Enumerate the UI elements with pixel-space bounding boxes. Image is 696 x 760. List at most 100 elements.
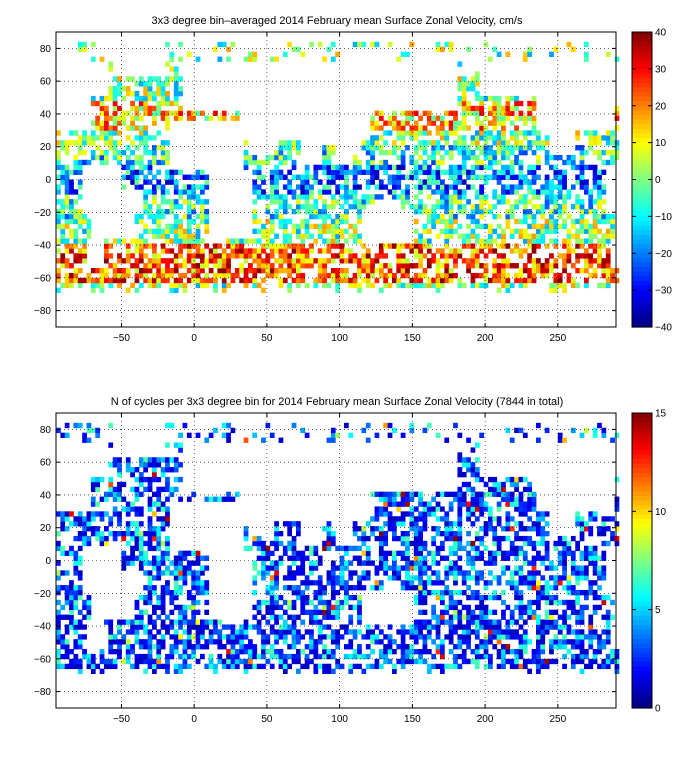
heatmap-cell: [562, 218, 567, 225]
heatmap-cell: [313, 560, 319, 566]
heatmap-cell: [56, 199, 61, 205]
heatmap-cell: [422, 540, 428, 547]
heatmap-cell: [461, 204, 467, 210]
heatmap-cell: [99, 649, 105, 655]
heatmap-cell: [186, 253, 192, 259]
heatmap-cell: [191, 594, 197, 601]
heatmap-cell: [597, 135, 602, 141]
heatmap-cell: [322, 248, 327, 254]
heatmap-cell: [392, 501, 397, 507]
heatmap-cell: [562, 585, 567, 591]
heatmap-cell: [296, 184, 301, 190]
heatmap-cell: [474, 501, 480, 507]
heatmap-cell: [470, 521, 476, 527]
heatmap-cell: [610, 218, 615, 225]
heatmap-cell: [348, 253, 354, 259]
heatmap-cell: [200, 189, 205, 195]
heatmap-cell: [156, 486, 162, 493]
heatmap-cell: [95, 663, 101, 670]
heatmap-cell: [169, 624, 175, 630]
heatmap-cell: [335, 658, 341, 665]
heatmap-cell: [352, 629, 358, 635]
heatmap-cell: [147, 150, 153, 156]
heatmap-cell: [488, 663, 493, 670]
heatmap-cell: [156, 258, 162, 264]
heatmap-cell: [522, 145, 528, 151]
heatmap-cell: [514, 243, 519, 249]
heatmap-cell: [182, 238, 188, 244]
heatmap-cell: [426, 263, 432, 269]
heatmap-cell: [121, 619, 127, 625]
heatmap-cell: [413, 238, 419, 244]
heatmap-cell: [230, 634, 236, 640]
heatmap-cell: [99, 159, 105, 166]
heatmap-cell: [138, 550, 144, 556]
heatmap-cell: [261, 268, 266, 274]
heatmap-cell: [448, 223, 454, 230]
heatmap-cell: [374, 194, 380, 200]
heatmap-cell: [221, 634, 227, 640]
heatmap-cell: [156, 81, 162, 87]
heatmap-cell: [435, 629, 441, 635]
heatmap-cell: [56, 609, 61, 615]
heatmap-cell: [143, 268, 149, 274]
heatmap-cell: [117, 531, 122, 537]
heatmap-cell: [365, 184, 371, 190]
heatmap-cell: [553, 194, 559, 200]
heatmap-cell: [352, 277, 358, 284]
heatmap-cell: [444, 150, 450, 156]
heatmap-cell: [457, 540, 463, 547]
heatmap-cell: [479, 95, 485, 102]
heatmap-cell: [396, 282, 402, 289]
heatmap-cell: [256, 663, 262, 670]
heatmap-cell: [125, 76, 131, 82]
heatmap-cell: [479, 159, 485, 166]
heatmap-cell: [269, 228, 275, 234]
heatmap-cell: [505, 535, 511, 542]
heatmap-cell: [426, 209, 432, 215]
heatmap-cell: [90, 150, 96, 156]
heatmap-cell: [392, 179, 397, 185]
heatmap-cell: [326, 668, 332, 674]
heatmap-cell: [138, 248, 144, 254]
heatmap-cell: [505, 145, 511, 151]
heatmap-cell: [138, 535, 144, 542]
heatmap-cell: [160, 140, 166, 146]
heatmap-cell: [601, 218, 607, 225]
heatmap-cell: [579, 604, 585, 611]
heatmap-cell: [130, 486, 135, 493]
heatmap-cell: [474, 575, 480, 581]
heatmap-cell: [248, 644, 253, 650]
heatmap-cell: [269, 199, 275, 205]
heatmap-cell: [296, 272, 301, 279]
heatmap-cell: [505, 189, 511, 195]
heatmap-cell: [287, 243, 293, 249]
heatmap-cell: [191, 209, 197, 215]
heatmap-cell: [156, 526, 162, 532]
heatmap-cell: [344, 272, 349, 279]
heatmap-cell: [204, 496, 210, 502]
heatmap-cell: [186, 624, 192, 630]
heatmap-cell: [204, 619, 210, 625]
heatmap-cell: [173, 604, 179, 611]
heatmap-cell: [269, 590, 275, 596]
heatmap-cell: [378, 555, 384, 561]
heatmap-cell: [160, 604, 166, 611]
heatmap-cell: [326, 545, 332, 552]
heatmap-cell: [152, 545, 157, 552]
heatmap-cell: [143, 629, 149, 635]
heatmap-cell: [186, 663, 192, 670]
heatmap-cell: [457, 61, 463, 67]
heatmap-cell: [536, 590, 541, 596]
heatmap-cell: [56, 634, 61, 640]
heatmap-cell: [143, 125, 149, 131]
heatmap-cell: [536, 130, 541, 136]
heatmap-cell: [522, 575, 528, 581]
heatmap-cell: [335, 243, 341, 249]
heatmap-cell: [405, 644, 410, 650]
heatmap-cell: [156, 457, 162, 463]
heatmap-cell: [335, 184, 341, 190]
heatmap-cell: [147, 462, 153, 468]
heatmap-cell: [479, 282, 485, 289]
heatmap-cell: [505, 476, 511, 483]
